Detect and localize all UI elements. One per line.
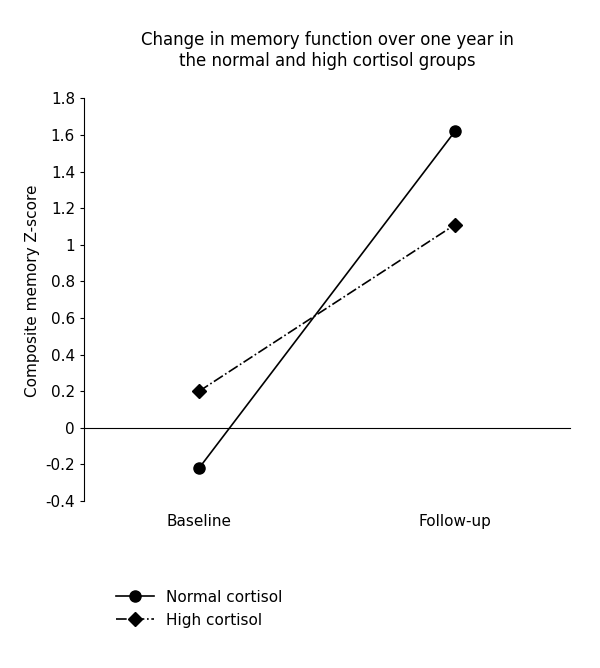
Y-axis label: Composite memory Z-score: Composite memory Z-score	[25, 184, 40, 397]
Title: Change in memory function over one year in
the normal and high cortisol groups: Change in memory function over one year …	[140, 31, 514, 70]
Legend: Normal cortisol, High cortisol: Normal cortisol, High cortisol	[116, 591, 283, 628]
Text: Baseline: Baseline	[167, 514, 232, 529]
Text: Follow-up: Follow-up	[418, 514, 491, 529]
